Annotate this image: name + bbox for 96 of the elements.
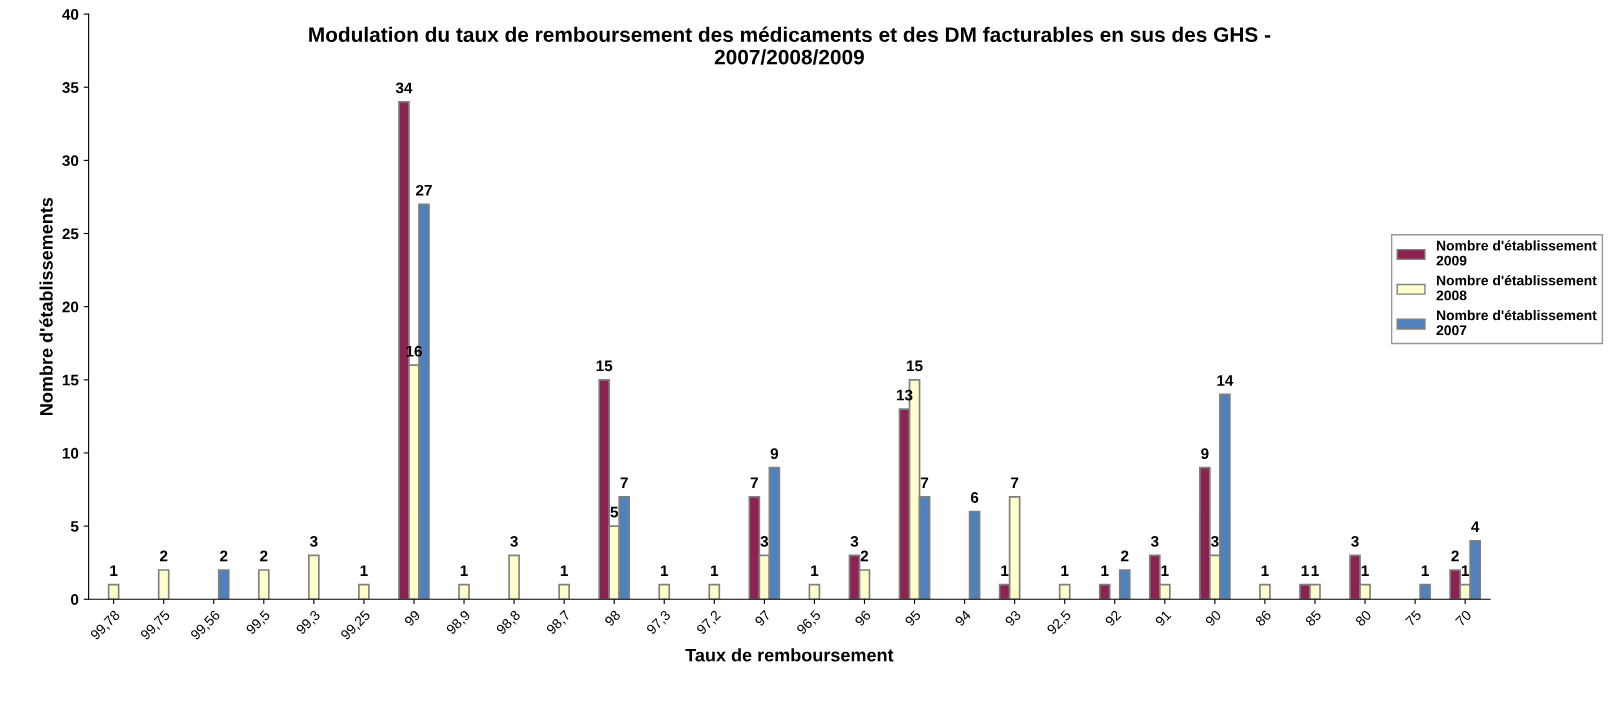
data-label: 1 xyxy=(1461,565,1469,576)
x-tick-label: 96 xyxy=(854,609,872,627)
x-tick-label: 92 xyxy=(1104,609,1122,627)
x-tick-label: 94 xyxy=(954,609,972,627)
y-tick-label: 40 xyxy=(62,8,79,20)
y-tick-label: 20 xyxy=(62,301,79,313)
data-label: 1 xyxy=(1001,565,1009,576)
data-label: 3 xyxy=(1351,535,1359,547)
bar xyxy=(1098,583,1111,600)
bar xyxy=(458,583,470,600)
y-tick-label: 15 xyxy=(62,374,79,386)
data-label: 1 xyxy=(460,565,468,576)
bar xyxy=(217,569,230,600)
data-label: 1 xyxy=(560,565,568,576)
data-label: 6 xyxy=(970,492,979,503)
bar xyxy=(558,583,570,600)
data-label: 3 xyxy=(1210,535,1219,547)
bar xyxy=(1419,583,1431,600)
data-label: 13 xyxy=(896,389,913,401)
x-tick-label: 99 xyxy=(403,609,421,627)
y-tick-label: 10 xyxy=(62,447,79,459)
data-label: 7 xyxy=(1011,477,1019,489)
data-label: 2 xyxy=(860,550,869,562)
x-tick-label: 90 xyxy=(1204,609,1222,627)
x-tick-label: 99,3 xyxy=(295,609,322,636)
bar xyxy=(257,569,270,600)
x-tick-label: 80 xyxy=(1354,609,1372,627)
x-tick-label: 75 xyxy=(1405,609,1422,627)
y-axis-title: Nombre d'établissements xyxy=(39,197,53,415)
data-label: 1 xyxy=(110,565,118,576)
y-tick-label: 0 xyxy=(70,594,79,605)
data-label: 1 xyxy=(1301,565,1309,576)
data-label: 15 xyxy=(596,360,613,372)
x-tick-label: 98 xyxy=(603,609,621,627)
data-label: 4 xyxy=(1471,521,1480,533)
data-label: 1 xyxy=(1361,565,1369,576)
data-label: 1 xyxy=(1061,565,1069,576)
data-label: 14 xyxy=(1217,375,1234,386)
data-label: 2 xyxy=(260,550,268,562)
data-label: 34 xyxy=(395,82,413,94)
data-label: 2 xyxy=(159,550,168,562)
bar xyxy=(1118,569,1131,600)
bar xyxy=(708,583,721,600)
data-label: 2 xyxy=(220,550,228,562)
bar xyxy=(808,583,821,600)
data-label: 1 xyxy=(1421,565,1429,576)
x-tick-label: 85 xyxy=(1304,609,1322,627)
data-label: 1 xyxy=(1261,565,1269,576)
data-label: 1 xyxy=(360,565,368,576)
data-label: 3 xyxy=(850,535,859,547)
x-tick-label: 93 xyxy=(1004,609,1022,627)
data-label: 1 xyxy=(711,565,719,576)
bar xyxy=(508,554,520,600)
y-tick-label: 35 xyxy=(62,82,79,93)
y-tick-label: 25 xyxy=(62,228,79,240)
data-label: 7 xyxy=(920,477,929,489)
x-tick-label: 70 xyxy=(1454,609,1472,627)
data-label: 2 xyxy=(1121,550,1129,562)
data-label: 3 xyxy=(309,535,318,547)
legend-label: Nombre d'établissement 2008 xyxy=(1436,275,1597,301)
bar xyxy=(107,583,120,600)
data-label: 1 xyxy=(1161,565,1169,576)
x-axis-title: Taux de remboursement xyxy=(685,648,894,662)
bar xyxy=(157,569,170,600)
data-label: 7 xyxy=(620,477,628,489)
x-tick-label: 86 xyxy=(1254,609,1272,627)
data-label: 27 xyxy=(416,184,432,196)
data-label: 1 xyxy=(811,565,819,576)
bar xyxy=(1259,583,1271,600)
data-label: 9 xyxy=(1201,448,1209,460)
bar xyxy=(1058,583,1071,600)
bar xyxy=(658,583,671,600)
data-label: 1 xyxy=(1311,565,1319,576)
legend-label: Nombre d'établissement 2007 xyxy=(1436,309,1597,336)
data-label: 1 xyxy=(1101,565,1109,576)
data-label: 1 xyxy=(660,565,669,576)
y-tick-label: 5 xyxy=(70,521,79,532)
x-tick-label: 97 xyxy=(754,609,772,627)
data-label: 3 xyxy=(760,535,769,547)
bar xyxy=(968,510,981,600)
bar xyxy=(308,554,320,600)
x-tick-label: 91 xyxy=(1154,609,1172,627)
y-tick-label: 30 xyxy=(62,155,79,167)
data-label: 9 xyxy=(770,448,779,460)
text: Modulation du taux de remboursement des médicaments et des DM facturables en sus des GHS - 2007/2008/2009 xyxy=(309,26,1271,65)
data-label: 2 xyxy=(1451,550,1459,562)
data-label: 15 xyxy=(907,360,923,372)
data-label: 5 xyxy=(610,506,619,518)
data-label: 3 xyxy=(1150,535,1159,547)
x-tick-label: 95 xyxy=(904,609,922,627)
data-label: 3 xyxy=(510,535,518,547)
x-tick-label: 97,3 xyxy=(645,609,673,636)
x-tick-label: 98,9 xyxy=(445,609,472,636)
bar xyxy=(358,583,370,600)
data-label: 7 xyxy=(750,477,758,489)
legend-label: Nombre d'établissement 2009 xyxy=(1436,240,1597,266)
